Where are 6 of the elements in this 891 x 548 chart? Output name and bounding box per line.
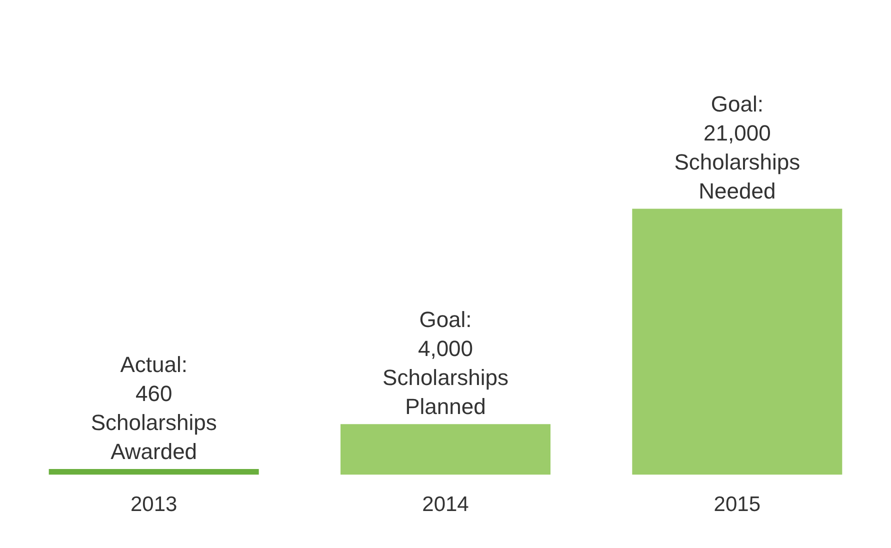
data-label: Actual: 460 Scholarships Awarded (90, 352, 217, 464)
x-tick-label: 2015 (714, 493, 761, 516)
data-label: Goal: 4,000 Scholarships Planned (382, 307, 508, 420)
x-tick-label: 2014 (422, 493, 470, 516)
data-label: Goal: 21,000 Scholarships Needed (674, 92, 800, 204)
x-tick-label: 2013 (130, 493, 178, 516)
